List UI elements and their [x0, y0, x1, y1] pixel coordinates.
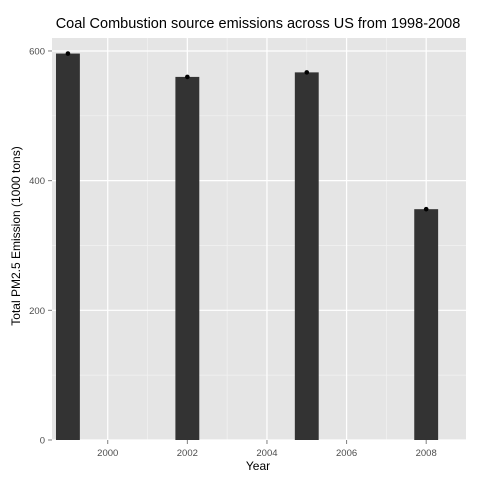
point-marker-1999	[65, 51, 71, 56]
chart-title: Coal Combustion source emissions across …	[56, 16, 461, 32]
y-tick-label: 600	[29, 46, 45, 57]
y-axis: 0 200 400 600	[29, 46, 52, 447]
x-tick-label: 2004	[256, 448, 277, 459]
x-tick-label: 2008	[416, 448, 437, 459]
plot-panel	[52, 38, 466, 440]
point-markers	[65, 51, 429, 212]
point-marker-2005	[304, 70, 310, 75]
y-tick-label: 400	[29, 176, 45, 187]
bar-2005	[294, 72, 319, 441]
bar-2008	[414, 209, 439, 440]
x-tick-label: 2006	[336, 448, 357, 459]
point-marker-2002	[185, 74, 190, 80]
x-axis: 2000 2002 2004 2006 2008	[97, 440, 437, 459]
bars	[55, 53, 439, 441]
bar-1999	[55, 53, 80, 441]
bar-2002	[175, 76, 200, 440]
y-tick-label: 200	[29, 306, 45, 317]
x-tick-label: 2002	[177, 448, 198, 459]
point-marker-2008	[423, 206, 429, 212]
x-axis-title: Year	[246, 459, 270, 473]
y-tick-label: 0	[40, 436, 45, 447]
y-axis-title: Total PM2.5 Emission (1000 tons)	[9, 146, 23, 325]
x-tick-label: 2000	[97, 448, 118, 459]
